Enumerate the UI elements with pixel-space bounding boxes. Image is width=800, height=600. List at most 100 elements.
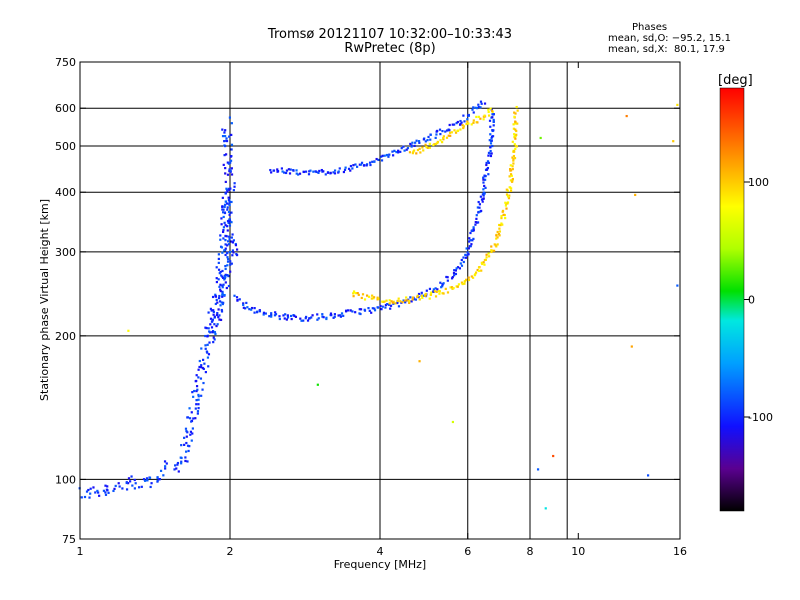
echo-point (468, 240, 471, 243)
echo-point (235, 248, 239, 251)
echo-point (480, 198, 484, 201)
echo-point (489, 142, 493, 145)
echo-point (280, 167, 283, 170)
echo-point (130, 475, 133, 478)
echo-point (357, 293, 360, 296)
echo-point (370, 311, 373, 314)
echo-point (207, 311, 210, 314)
echo-point (185, 435, 188, 438)
echo-point (511, 165, 514, 168)
echo-point (458, 267, 462, 270)
echo-point (444, 287, 447, 290)
echo-point (418, 360, 421, 363)
echo-point (200, 394, 203, 397)
echo-point (497, 233, 501, 236)
echo-point (434, 287, 437, 290)
echo-point (293, 314, 296, 317)
echo-point (225, 139, 229, 143)
echo-point (232, 239, 235, 242)
echo-point (230, 211, 233, 214)
echo-point (113, 487, 116, 490)
echo-point (218, 314, 221, 317)
echo-point (220, 217, 223, 220)
echo-point (512, 158, 515, 161)
echo-point (434, 136, 437, 139)
echo-point (233, 182, 236, 185)
echo-point (215, 313, 219, 317)
echo-point (500, 222, 503, 225)
echo-point (409, 296, 412, 299)
echo-point (332, 316, 335, 319)
echo-point (404, 301, 407, 304)
echo-point (453, 123, 456, 126)
echo-point (215, 280, 218, 284)
echo-point (231, 233, 234, 236)
echo-point (483, 175, 486, 178)
echo-point (317, 317, 320, 320)
echo-point (286, 316, 290, 319)
echo-point (204, 347, 207, 350)
echo-point (312, 170, 315, 173)
echo-point (397, 151, 400, 154)
echo-point (436, 288, 439, 291)
echo-point (394, 302, 397, 305)
echo-point (406, 147, 410, 150)
echo-point (224, 239, 227, 242)
echo-point (425, 145, 428, 149)
echo-point (236, 299, 239, 302)
echo-point (174, 464, 177, 467)
echo-point (216, 311, 219, 315)
echo-point (243, 307, 247, 310)
echo-point (511, 180, 514, 183)
echo-point (462, 260, 465, 264)
echo-point (462, 125, 465, 128)
echo-point (226, 258, 230, 261)
echo-point (438, 290, 441, 293)
echo-point (492, 120, 495, 123)
echo-point (509, 189, 513, 192)
echo-point (467, 276, 470, 279)
echo-point (512, 127, 515, 130)
echo-point (501, 209, 505, 213)
echo-point (513, 115, 516, 118)
echo-point (436, 129, 439, 133)
echo-point (221, 284, 224, 287)
echo-point (224, 281, 227, 284)
echo-point (511, 140, 514, 143)
echo-point (450, 286, 454, 289)
echo-point (409, 142, 412, 146)
echo-point (501, 223, 504, 226)
colorbar-tick-label: -100 (748, 411, 773, 424)
echo-point (214, 293, 217, 296)
echo-point (514, 122, 517, 125)
echo-point (195, 403, 198, 406)
echo-point (442, 138, 445, 141)
echo-point (487, 252, 490, 255)
echo-point (468, 237, 471, 240)
echo-point (206, 335, 209, 338)
echo-point (475, 115, 478, 119)
x-mode-stats: mean, sd,X: 80.1, 17.9 (608, 44, 725, 55)
echo-point (219, 283, 222, 286)
echo-point (197, 395, 200, 398)
echo-point (349, 164, 353, 168)
echo-point (316, 383, 319, 386)
echo-point (180, 460, 183, 463)
x-tick-label: 2 (227, 545, 234, 558)
echo-point (399, 150, 402, 153)
echo-point (402, 299, 405, 302)
echo-point (396, 301, 399, 305)
echo-point (206, 356, 210, 359)
echo-point (215, 277, 218, 280)
echo-point (162, 474, 165, 477)
echo-point (325, 317, 328, 321)
echo-point (368, 309, 371, 312)
echo-point (476, 268, 479, 272)
echo-point (316, 313, 319, 316)
echo-point (512, 162, 515, 165)
echo-point (219, 234, 222, 237)
echo-point (226, 220, 230, 223)
echo-point (487, 151, 491, 154)
echo-point (217, 268, 221, 271)
echo-point (371, 307, 374, 310)
